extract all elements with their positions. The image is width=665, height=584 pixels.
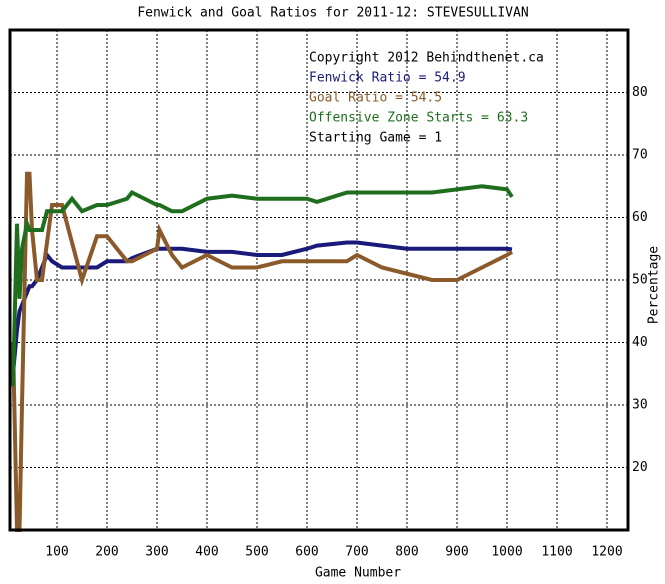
x-tick-label: 100 [45,545,68,560]
x-tick-label: 800 [395,545,418,560]
y-tick-label: 40 [632,335,648,350]
y-tick-label: 70 [632,148,648,163]
x-tick-label: 600 [295,545,318,560]
y-tick-label: 60 [632,210,648,225]
y-tick-label: 80 [632,85,648,100]
y-tick-label: 50 [632,273,648,288]
x-tick-label: 1200 [591,545,622,560]
annotation: Fenwick Ratio = 54.9 [309,71,466,86]
annotation: Copyright 2012 Behindthenet.ca [309,51,544,66]
y-tick-label: 20 [632,460,648,475]
x-tick-label: 500 [245,545,268,560]
x-tick-label: 400 [195,545,218,560]
x-tick-label: 1100 [541,545,572,560]
plot-border [8,28,630,532]
data-line [11,184,514,387]
x-tick-label: 700 [345,545,368,560]
annotation: Starting Game = 1 [309,131,442,146]
annotation: Goal Ratio = 54.5 [309,91,442,106]
x-tick-label: 1000 [491,545,522,560]
y-axis-label: Percentage [647,246,662,324]
y-tick-label: 30 [632,398,648,413]
x-tick-label: 900 [445,545,468,560]
x-tick-label: 300 [145,545,168,560]
annotation: Offensive Zone Starts = 63.3 [309,111,528,126]
x-axis-label: Game Number [315,566,401,581]
chart-title: Fenwick and Goal Ratios for 2011-12: STE… [137,6,528,21]
x-tick-label: 200 [95,545,118,560]
